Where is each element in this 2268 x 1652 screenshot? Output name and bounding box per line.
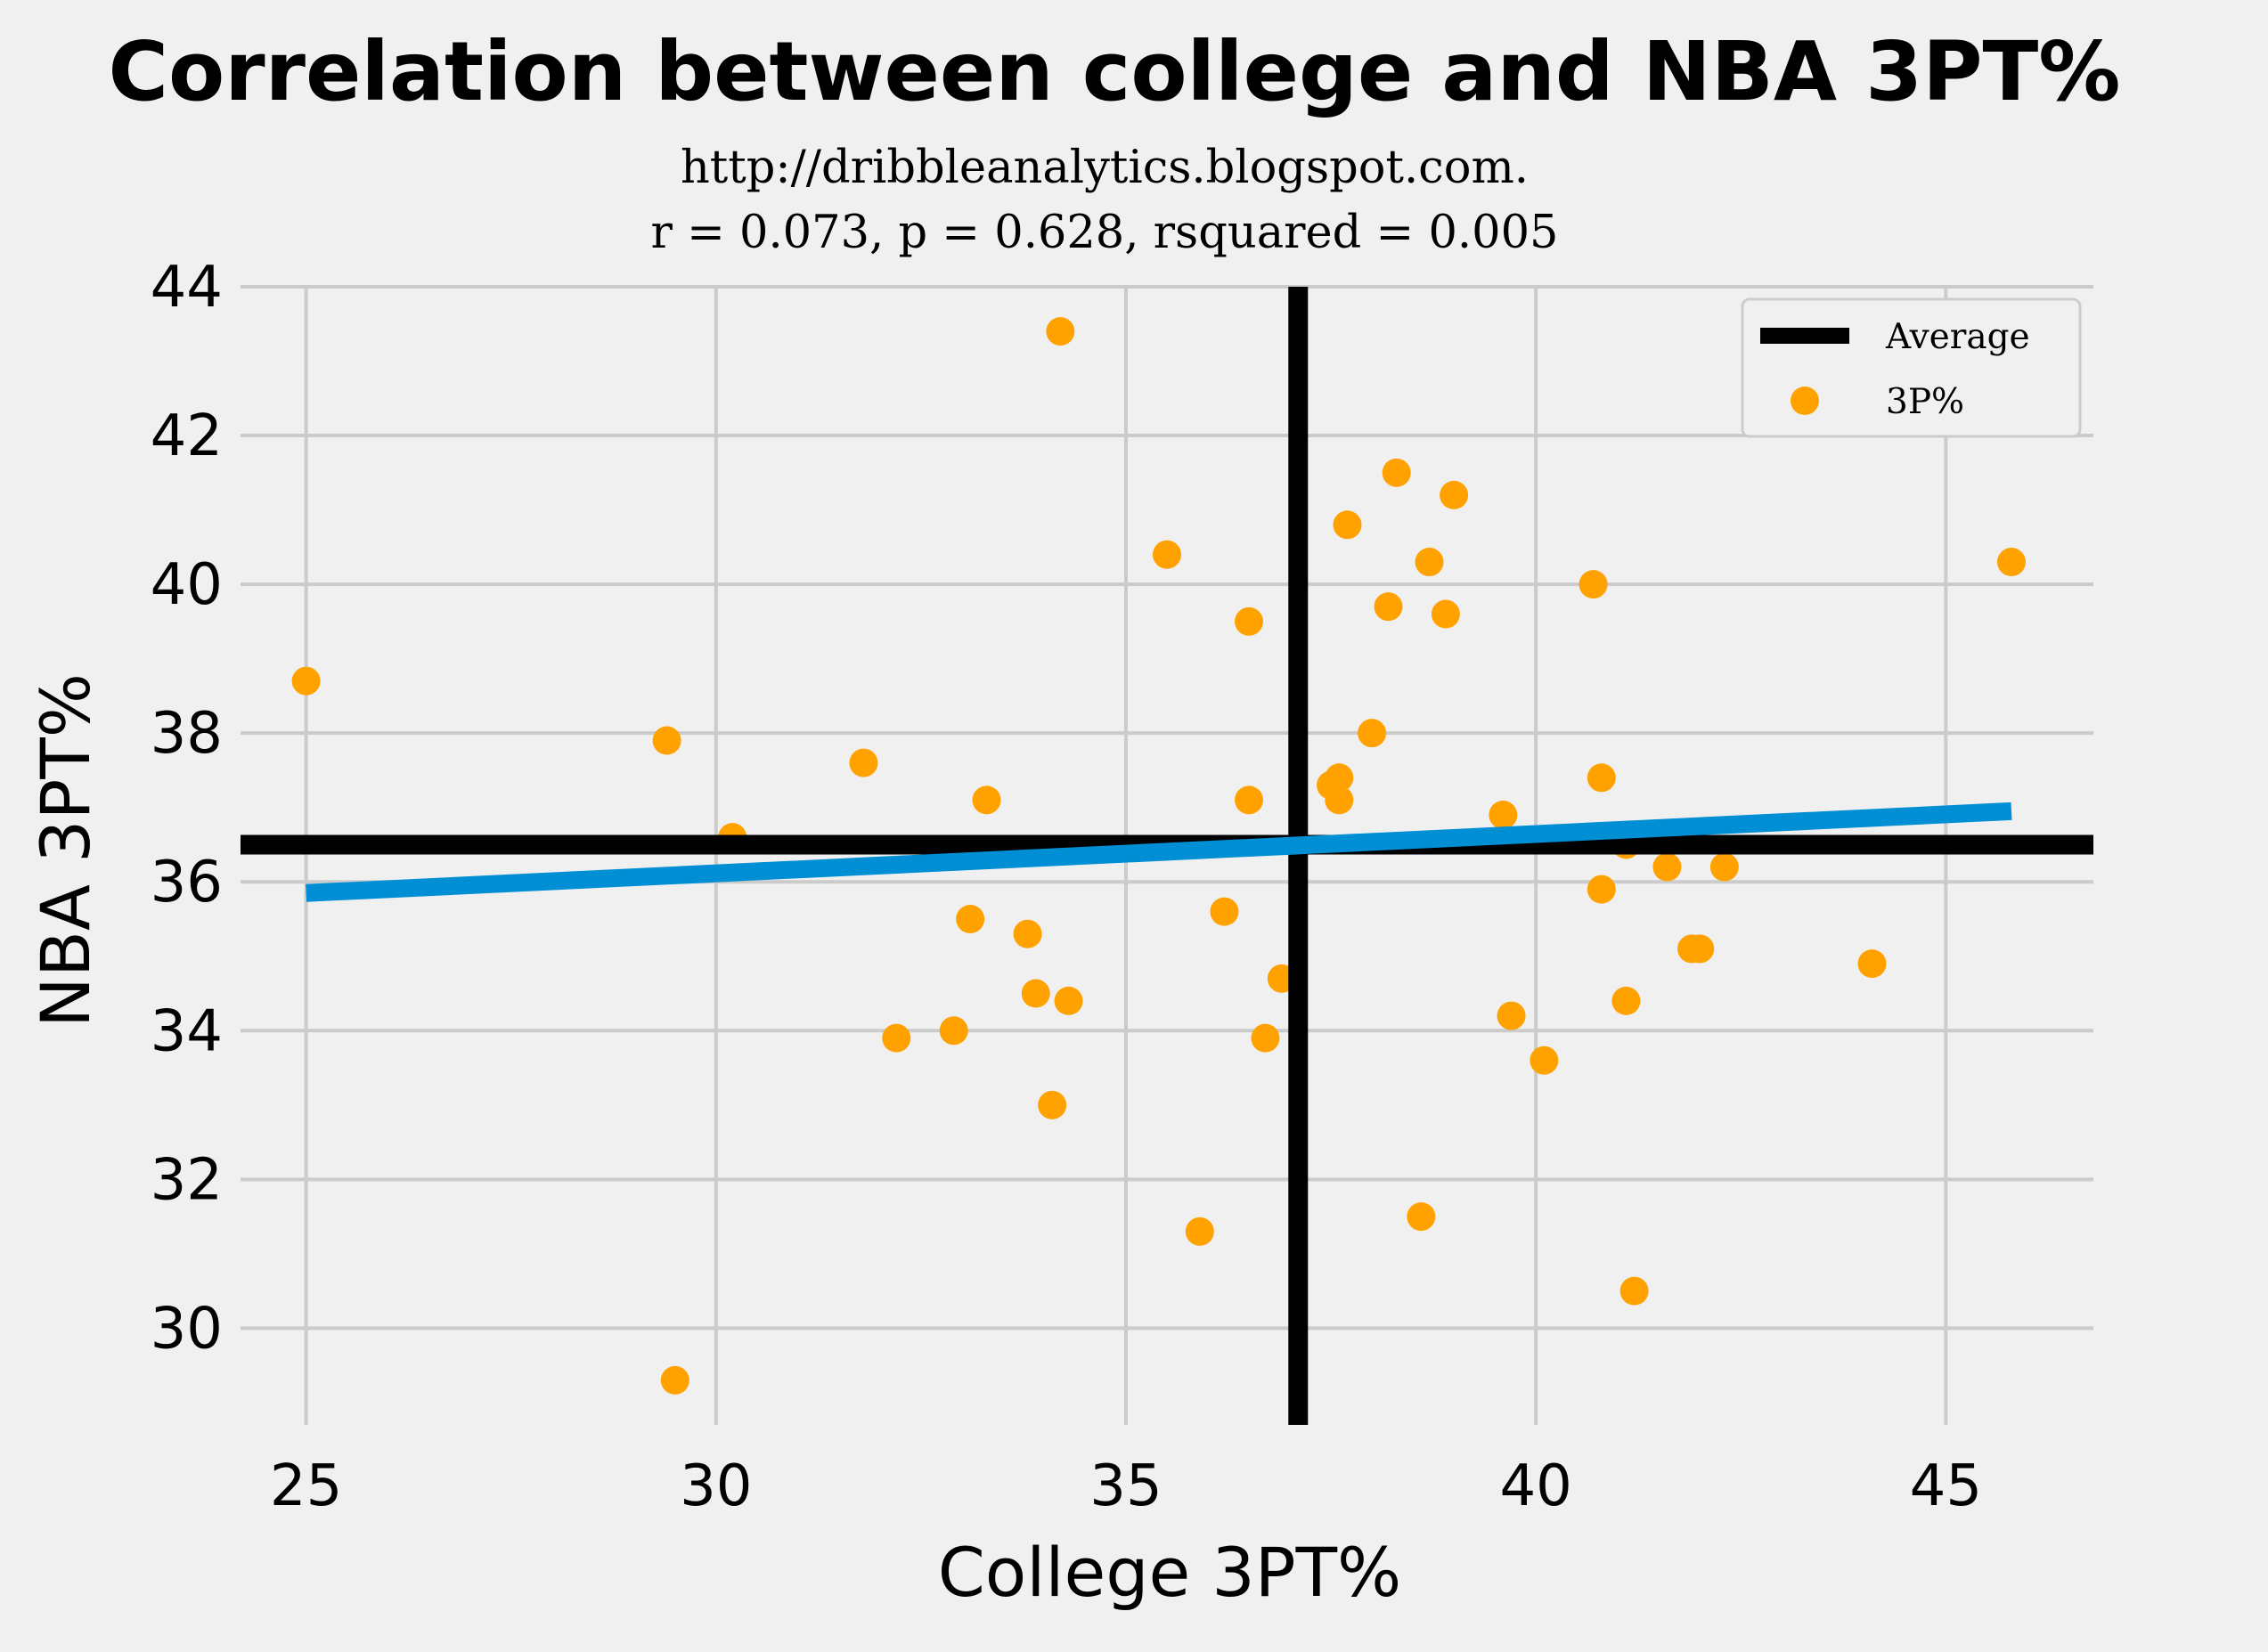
data-point xyxy=(939,1016,968,1046)
data-point xyxy=(1374,592,1403,622)
legend-3p-label: 3P% xyxy=(1886,382,1964,422)
data-point xyxy=(1021,979,1050,1008)
chart-title: Correlation between college and NBA 3PT% xyxy=(109,24,2121,119)
data-point xyxy=(1709,852,1739,882)
y-tick-labels: 30 32 34 36 38 40 42 44 xyxy=(151,255,223,1362)
x-tick-labels: 25 30 35 40 45 xyxy=(270,1453,1982,1519)
x-tick-label: 25 xyxy=(270,1453,342,1519)
data-point xyxy=(849,748,878,777)
data-point xyxy=(1054,986,1083,1015)
data-point xyxy=(1530,1046,1559,1075)
data-point xyxy=(1407,1202,1436,1232)
data-point xyxy=(1685,934,1715,964)
data-point xyxy=(1857,949,1887,979)
data-point xyxy=(1619,1276,1649,1306)
y-tick-label: 32 xyxy=(151,1147,223,1213)
legend: Average 3P% xyxy=(1741,297,2082,438)
y-tick-label: 30 xyxy=(151,1296,223,1362)
x-tick-label: 45 xyxy=(1910,1453,1982,1519)
data-point xyxy=(1235,606,1264,636)
data-point xyxy=(972,785,1001,815)
data-point xyxy=(1489,801,1518,830)
x-tick-label: 35 xyxy=(1089,1453,1162,1519)
data-point xyxy=(1611,986,1641,1015)
legend-3p-swatch xyxy=(1791,387,1819,415)
y-tick-label: 42 xyxy=(151,403,223,469)
chart-subtitle-line-2: r = 0.073, p = 0.628, rsquared = 0.005 xyxy=(650,207,1558,259)
legend-average-label: Average xyxy=(1885,317,2030,357)
data-point xyxy=(1358,719,1387,748)
data-point xyxy=(1333,510,1362,540)
data-point xyxy=(1382,458,1411,487)
data-point xyxy=(1185,1217,1214,1246)
data-point xyxy=(1587,763,1616,793)
data-point xyxy=(1996,548,2026,577)
data-point xyxy=(1415,548,1444,577)
y-tick-label: 40 xyxy=(151,552,223,618)
data-point xyxy=(1210,897,1239,926)
y-axis-label: NBA 3PT% xyxy=(26,673,105,1028)
data-point xyxy=(1431,599,1460,629)
data-point xyxy=(1153,540,1181,569)
data-point xyxy=(291,666,321,696)
y-tick-label: 34 xyxy=(151,998,223,1064)
y-tick-label: 38 xyxy=(151,701,223,767)
data-point xyxy=(1652,852,1682,882)
chart-subtitle-line-1: http://dribbleanalytics.blogspot.com. xyxy=(681,142,1529,194)
data-point xyxy=(1013,919,1042,948)
data-point xyxy=(1325,763,1354,793)
data-point xyxy=(1251,1023,1280,1053)
y-tick-label: 44 xyxy=(151,255,223,321)
data-point xyxy=(1038,1090,1067,1119)
data-point xyxy=(1235,785,1264,815)
regression-line xyxy=(306,802,2012,902)
data-point xyxy=(652,726,681,755)
data-point xyxy=(660,1365,689,1395)
x-axis-label: College 3PT% xyxy=(938,1533,1402,1612)
data-point xyxy=(882,1023,911,1053)
y-tick-label: 36 xyxy=(151,850,223,916)
data-point xyxy=(1325,785,1354,815)
data-point xyxy=(956,905,985,933)
data-point xyxy=(1497,1001,1526,1030)
data-point xyxy=(1440,480,1469,509)
data-point xyxy=(1046,317,1075,346)
x-tick-label: 30 xyxy=(680,1453,752,1519)
data-point xyxy=(1587,875,1616,904)
x-tick-label: 40 xyxy=(1499,1453,1571,1519)
data-point xyxy=(1579,570,1608,599)
